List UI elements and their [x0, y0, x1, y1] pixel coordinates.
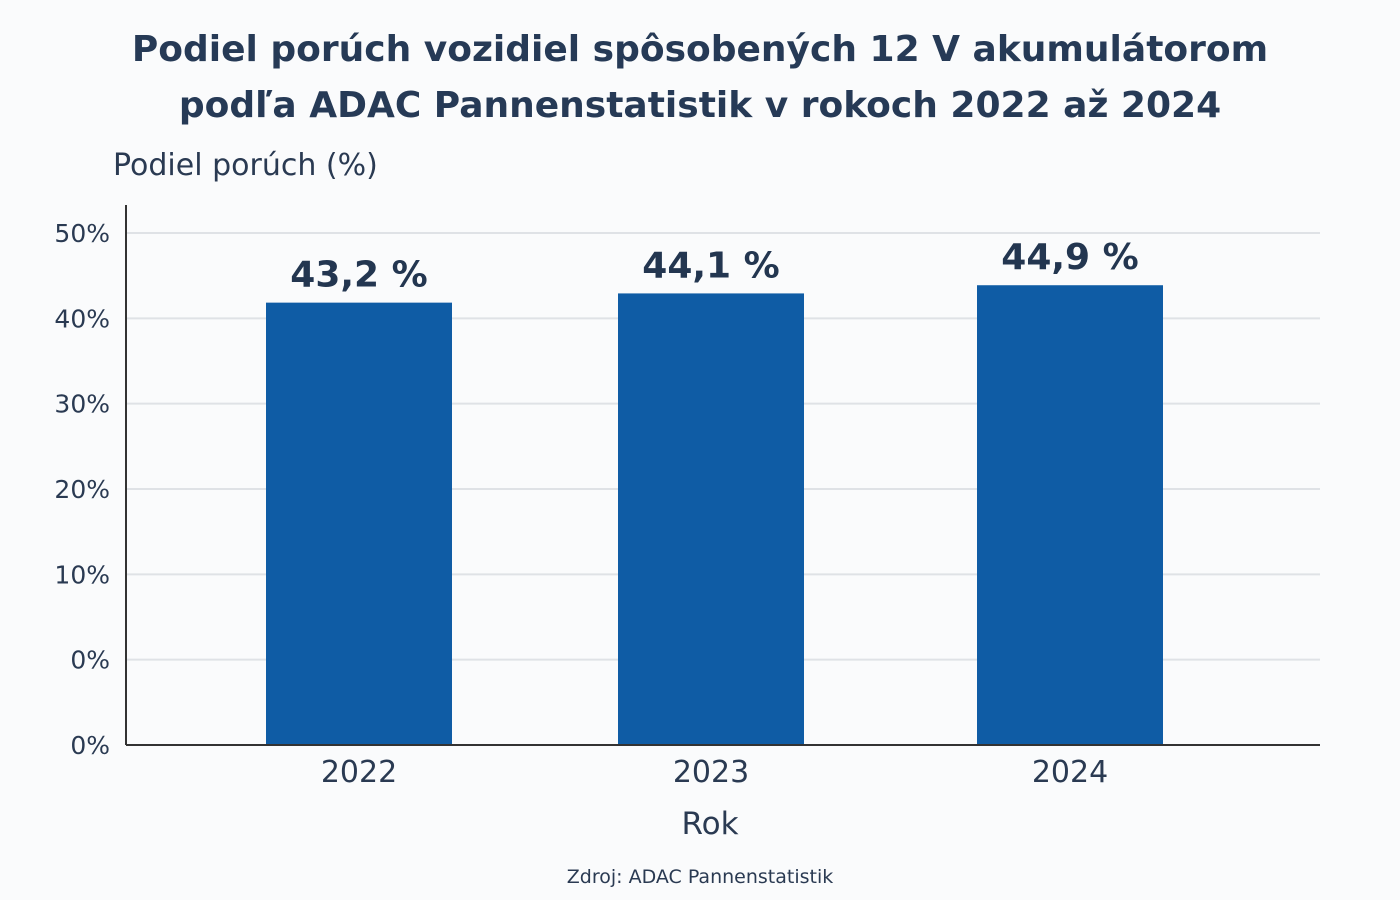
data-label: 44,9 % [1001, 237, 1138, 278]
chart-title: Podiel porúch vozidiel spôsobených 12 V … [0, 22, 1400, 134]
y-axis-label: Podiel porúch (%) [113, 148, 378, 183]
data-label: 44,1 % [642, 245, 779, 286]
chart-title-line-2: podľa ADAC Pannenstatistik v rokoch 2022… [178, 85, 1222, 126]
bar-2024 [977, 285, 1163, 745]
y-tick-label: 0% [70, 646, 110, 675]
y-tick-label: 50% [54, 219, 110, 248]
y-tick-label: 10% [54, 560, 110, 589]
y-tick-label: 20% [54, 475, 110, 504]
x-axis-label: Rok [681, 806, 739, 842]
data-label: 43,2 % [290, 255, 427, 296]
x-tick-label: 2022 [321, 755, 397, 790]
y-tick-label: 30% [54, 390, 110, 419]
bar-2023 [618, 293, 804, 745]
bar-2022 [266, 302, 452, 745]
y-tick-label: 0% [70, 731, 110, 760]
chart-title-line-1: Podiel porúch vozidiel spôsobených 12 V … [131, 29, 1269, 70]
source-note: Zdroj: ADAC Pannenstatistik [566, 866, 834, 888]
x-tick-label: 2023 [673, 755, 749, 790]
x-tick-label: 2024 [1032, 755, 1108, 790]
y-tick-label: 40% [54, 304, 110, 333]
